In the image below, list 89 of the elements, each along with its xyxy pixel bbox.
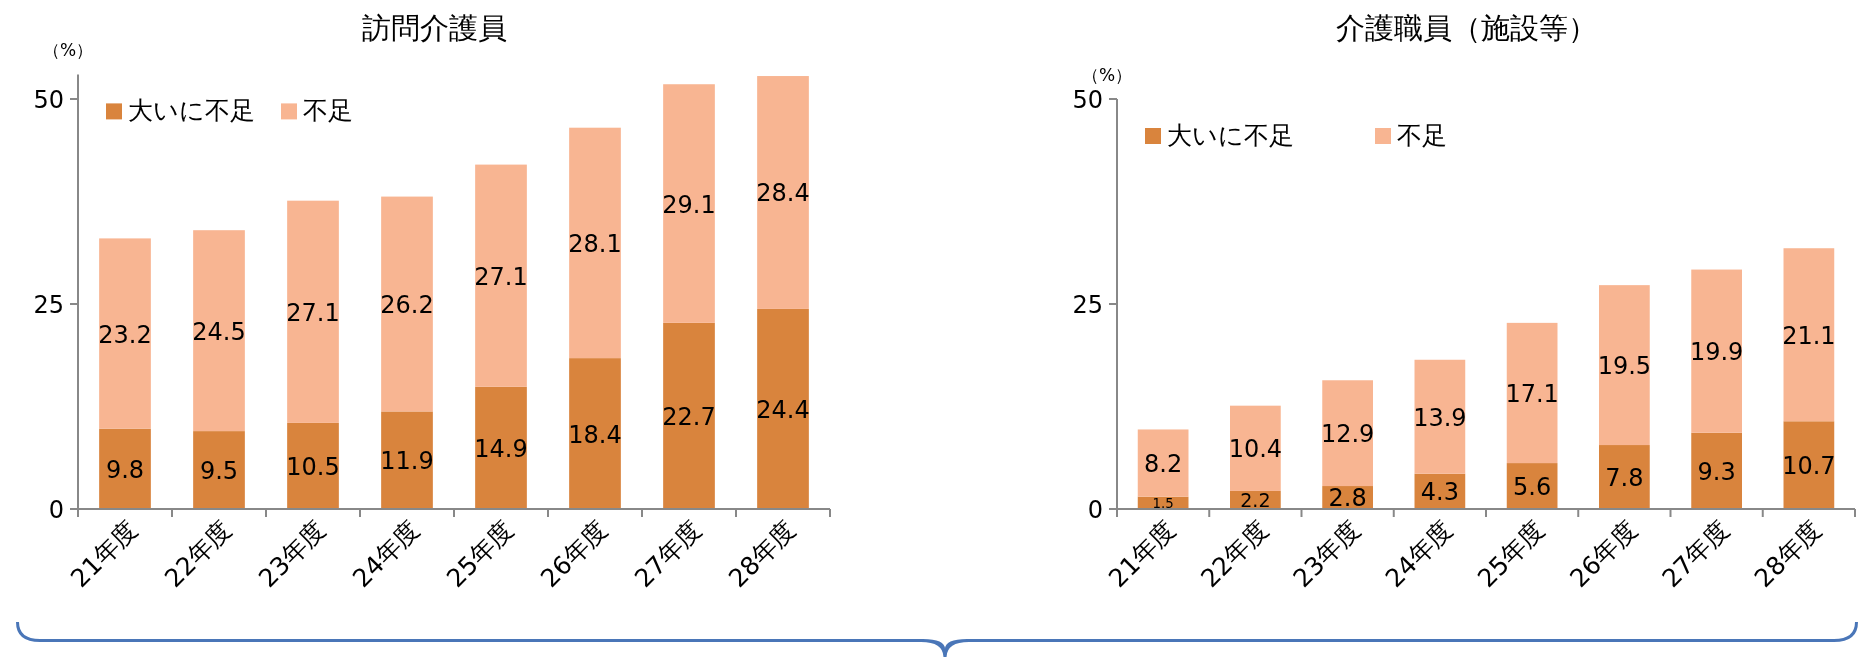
y-tick-label: 0 <box>1087 496 1103 524</box>
data-label: 29.1 <box>662 190 716 219</box>
x-tick-label: 23年度 <box>1287 514 1366 594</box>
bar <box>663 84 715 323</box>
bar <box>193 230 245 432</box>
data-label: 23.2 <box>98 320 152 349</box>
bar <box>1599 285 1650 446</box>
x-tick-label: 28年度 <box>1748 514 1828 594</box>
bar <box>381 196 433 412</box>
data-label: 10.7 <box>1782 452 1836 481</box>
data-label: 19.5 <box>1597 352 1652 381</box>
data-label: 28.4 <box>756 179 810 208</box>
data-label: 7.8 <box>1605 464 1644 493</box>
bar <box>1414 359 1466 474</box>
bar <box>1783 421 1835 509</box>
data-label: 27.1 <box>474 262 528 291</box>
legend-label: 不足 <box>1397 121 1447 150</box>
y-tick-label: 25 <box>1072 291 1103 319</box>
bar <box>475 164 527 387</box>
chart-title: 介護職員（施設等） <box>1335 11 1597 45</box>
data-label: 12.9 <box>1320 420 1375 449</box>
data-label: 19.9 <box>1689 338 1744 367</box>
x-tick-label: 26年度 <box>534 514 614 594</box>
bar <box>1322 380 1373 487</box>
x-tick-label: 21年度 <box>64 514 144 594</box>
data-label: 4.3 <box>1420 478 1459 507</box>
bar <box>381 411 433 509</box>
data-label: 24.4 <box>756 395 810 424</box>
data-label: 26.2 <box>380 291 434 319</box>
y-axis-title: （%） <box>1081 65 1133 85</box>
bar <box>569 358 621 509</box>
data-label: 28.1 <box>568 229 622 258</box>
bar <box>1691 269 1742 433</box>
y-tick-label: 50 <box>1072 86 1103 114</box>
x-tick-label: 25年度 <box>1472 514 1551 594</box>
data-label: 27.1 <box>286 298 340 327</box>
bar <box>1599 445 1650 509</box>
y-tick-label: 25 <box>33 291 64 319</box>
bar <box>99 238 151 429</box>
data-label: 17.1 <box>1505 379 1559 408</box>
bar <box>1783 248 1835 422</box>
x-tick-label: 22年度 <box>158 514 238 594</box>
data-label: 22.7 <box>662 402 716 431</box>
x-tick-label: 27年度 <box>1656 514 1735 594</box>
x-tick-label: 22年度 <box>1195 514 1274 594</box>
bar <box>663 322 715 509</box>
data-label: 1.5 <box>1152 495 1174 511</box>
data-label: 18.4 <box>568 420 622 449</box>
data-label: 10.5 <box>286 452 340 481</box>
bar <box>193 431 245 509</box>
bar <box>475 386 527 509</box>
bar <box>99 428 151 509</box>
data-label: 9.8 <box>105 455 145 484</box>
bar <box>1506 322 1558 464</box>
x-tick-label: 24年度 <box>1379 514 1459 594</box>
data-label: 2.8 <box>1328 484 1367 513</box>
bar <box>569 127 621 359</box>
data-label: 24.5 <box>192 317 246 346</box>
y-axis-title: （%） <box>42 40 94 61</box>
chart-title: 訪問介護員 <box>361 11 507 45</box>
bar <box>1691 432 1742 509</box>
bar <box>287 200 339 423</box>
bar <box>757 308 809 509</box>
x-tick-label: 27年度 <box>628 514 708 594</box>
data-label: 5.6 <box>1513 473 1552 502</box>
data-label: 13.9 <box>1413 403 1467 432</box>
y-tick-label: 50 <box>33 86 64 114</box>
bar <box>757 76 809 309</box>
bar <box>1137 429 1189 497</box>
data-label: 10.4 <box>1228 435 1283 464</box>
x-tick-label: 28年度 <box>722 514 802 594</box>
legend-label: 不足 <box>303 96 353 126</box>
bar <box>287 422 339 509</box>
x-tick-label: 26年度 <box>1564 514 1643 594</box>
data-label: 9.3 <box>1697 457 1736 486</box>
x-tick-label: 25年度 <box>440 514 520 594</box>
bar <box>1230 405 1281 491</box>
data-label: 14.9 <box>474 434 528 463</box>
x-tick-label: 23年度 <box>252 514 332 594</box>
data-label: 8.2 <box>1144 450 1183 479</box>
data-label: 21.1 <box>1782 321 1836 350</box>
x-tick-label: 21年度 <box>1103 514 1182 594</box>
data-label: 9.5 <box>199 457 239 486</box>
legend-label: 大いに不足 <box>128 96 255 126</box>
data-label: 11.9 <box>380 447 434 476</box>
y-tick-label: 0 <box>48 496 64 524</box>
data-label: 2.2 <box>1240 488 1271 511</box>
legend-label: 大いに不足 <box>1167 121 1294 150</box>
x-tick-label: 24年度 <box>346 514 426 594</box>
